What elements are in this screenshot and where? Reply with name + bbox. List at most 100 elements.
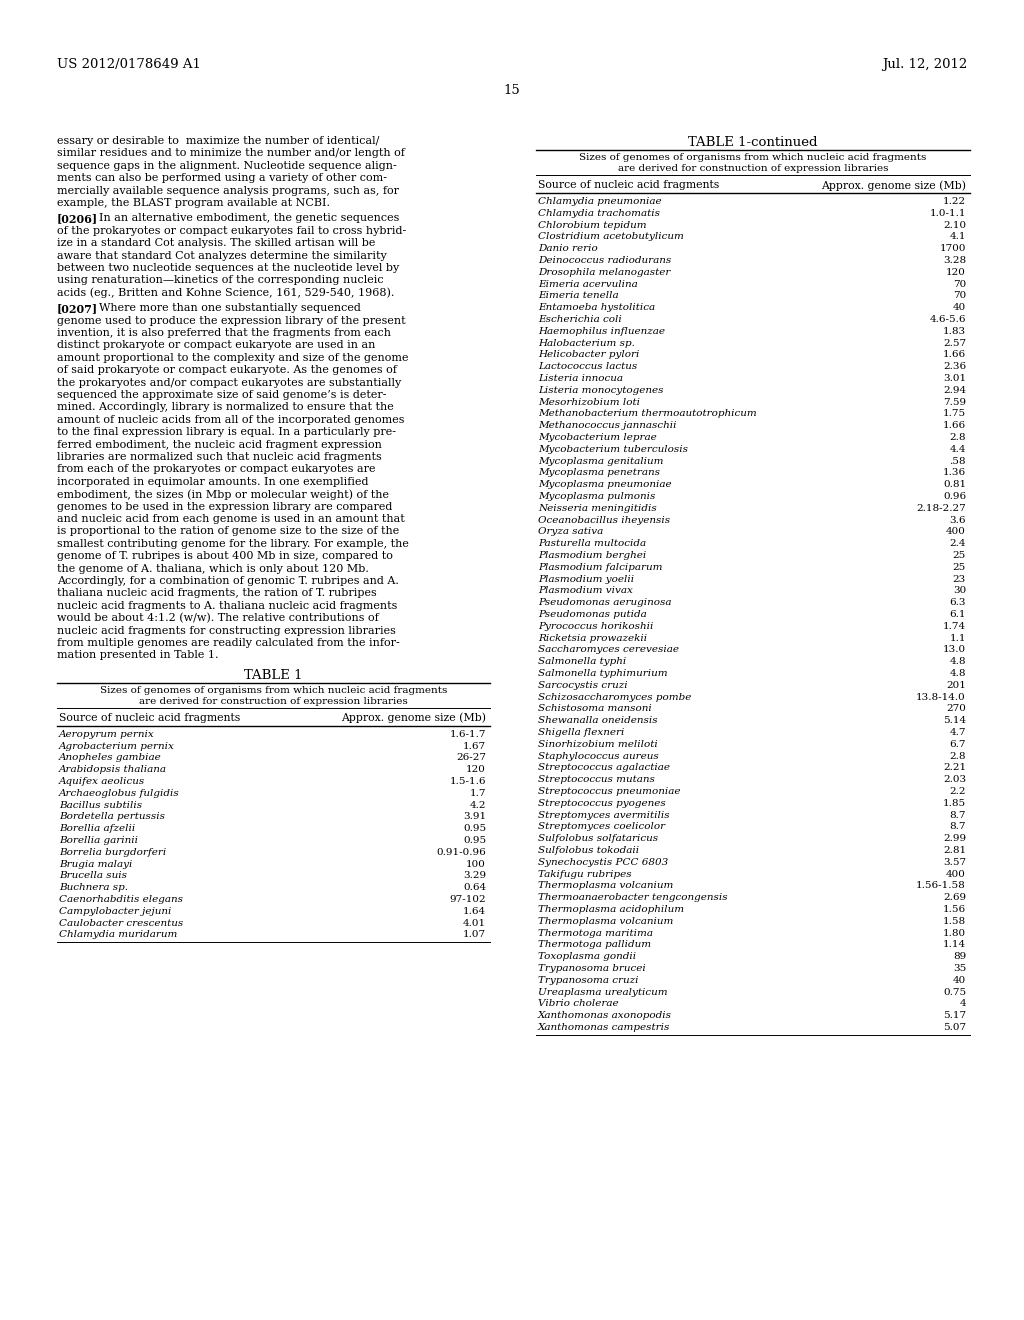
Text: Streptococcus pyogenes: Streptococcus pyogenes [538, 799, 666, 808]
Text: Thermoplasma volcanium: Thermoplasma volcanium [538, 882, 674, 891]
Text: 1.66: 1.66 [943, 350, 966, 359]
Text: Streptomyces avermitilis: Streptomyces avermitilis [538, 810, 670, 820]
Text: to the final expression library is equal. In a particularly pre-: to the final expression library is equal… [57, 428, 396, 437]
Text: 30: 30 [952, 586, 966, 595]
Text: Lactococcus lactus: Lactococcus lactus [538, 362, 637, 371]
Text: Jul. 12, 2012: Jul. 12, 2012 [882, 58, 967, 71]
Text: Oceanobacillus iheyensis: Oceanobacillus iheyensis [538, 516, 670, 524]
Text: Thermoplasma acidophilum: Thermoplasma acidophilum [538, 906, 684, 913]
Text: Streptococcus agalactiae: Streptococcus agalactiae [538, 763, 670, 772]
Text: Helicobacter pylori: Helicobacter pylori [538, 350, 639, 359]
Text: 1.67: 1.67 [463, 742, 486, 751]
Text: Approx. genome size (Mb): Approx. genome size (Mb) [821, 180, 966, 190]
Text: genome of T. rubripes is about 400 Mb in size, compared to: genome of T. rubripes is about 400 Mb in… [57, 552, 393, 561]
Text: Source of nucleic acid fragments: Source of nucleic acid fragments [59, 713, 241, 723]
Text: mercially available sequence analysis programs, such as, for: mercially available sequence analysis pr… [57, 186, 399, 195]
Text: between two nucleotide sequences at the nucleotide level by: between two nucleotide sequences at the … [57, 263, 399, 273]
Text: Streptococcus pneumoniae: Streptococcus pneumoniae [538, 787, 681, 796]
Text: Sarcocystis cruzi: Sarcocystis cruzi [538, 681, 628, 690]
Text: Mycoplasma genitalium: Mycoplasma genitalium [538, 457, 664, 466]
Text: 13.0: 13.0 [943, 645, 966, 655]
Text: 0.81: 0.81 [943, 480, 966, 490]
Text: 2.69: 2.69 [943, 894, 966, 902]
Text: the prokaryotes and/or compact eukaryotes are substantially: the prokaryotes and/or compact eukaryote… [57, 378, 401, 388]
Text: ments can also be performed using a variety of other com-: ments can also be performed using a vari… [57, 173, 387, 183]
Text: 0.64: 0.64 [463, 883, 486, 892]
Text: Pseudomonas putida: Pseudomonas putida [538, 610, 647, 619]
Text: 70: 70 [952, 292, 966, 301]
Text: Brugia malayi: Brugia malayi [59, 859, 132, 869]
Text: 2.57: 2.57 [943, 339, 966, 347]
Text: Mycoplasma penetrans: Mycoplasma penetrans [538, 469, 660, 478]
Text: 1.07: 1.07 [463, 931, 486, 940]
Text: 1.6-1.7: 1.6-1.7 [450, 730, 486, 739]
Text: mined. Accordingly, library is normalized to ensure that the: mined. Accordingly, library is normalize… [57, 403, 394, 412]
Text: 23: 23 [952, 574, 966, 583]
Text: 120: 120 [946, 268, 966, 277]
Text: smallest contributing genome for the library. For example, the: smallest contributing genome for the lib… [57, 539, 409, 549]
Text: In an alternative embodiment, the genetic sequences: In an alternative embodiment, the geneti… [99, 214, 399, 223]
Text: 1.56: 1.56 [943, 906, 966, 913]
Text: Mycoplasma pulmonis: Mycoplasma pulmonis [538, 492, 655, 502]
Text: 15: 15 [504, 84, 520, 96]
Text: 2.18-2.27: 2.18-2.27 [916, 504, 966, 512]
Text: 400: 400 [946, 528, 966, 536]
Text: Pseudomonas aeruginosa: Pseudomonas aeruginosa [538, 598, 672, 607]
Text: Trypanosoma cruzi: Trypanosoma cruzi [538, 975, 639, 985]
Text: Chlamydia muridarum: Chlamydia muridarum [59, 931, 177, 940]
Text: Salmonella typhi: Salmonella typhi [538, 657, 627, 667]
Text: Synechocystis PCC 6803: Synechocystis PCC 6803 [538, 858, 669, 867]
Text: Sinorhizobium meliloti: Sinorhizobium meliloti [538, 739, 657, 748]
Text: 2.81: 2.81 [943, 846, 966, 855]
Text: acids (eg., Britten and Kohne Science, 161, 529-540, 1968).: acids (eg., Britten and Kohne Science, 1… [57, 288, 394, 298]
Text: from multiple genomes are readily calculated from the infor-: from multiple genomes are readily calcul… [57, 638, 399, 648]
Text: nucleic acid fragments to A. thaliana nucleic acid fragments: nucleic acid fragments to A. thaliana nu… [57, 601, 397, 611]
Text: Schistosoma mansoni: Schistosoma mansoni [538, 705, 651, 713]
Text: Trypanosoma brucei: Trypanosoma brucei [538, 964, 646, 973]
Text: 4.6-5.6: 4.6-5.6 [930, 315, 966, 323]
Text: example, the BLAST program available at NCBI.: example, the BLAST program available at … [57, 198, 330, 209]
Text: 400: 400 [946, 870, 966, 879]
Text: Listeria innocua: Listeria innocua [538, 374, 623, 383]
Text: [0206]: [0206] [57, 214, 98, 224]
Text: using renaturation—kinetics of the corresponding nucleic: using renaturation—kinetics of the corre… [57, 276, 384, 285]
Text: thaliana nucleic acid fragments, the ration of T. rubripes: thaliana nucleic acid fragments, the rat… [57, 589, 377, 598]
Text: 6.3: 6.3 [949, 598, 966, 607]
Text: 4.7: 4.7 [949, 729, 966, 737]
Text: invention, it is also preferred that the fragments from each: invention, it is also preferred that the… [57, 327, 391, 338]
Text: libraries are normalized such that nucleic acid fragments: libraries are normalized such that nucle… [57, 451, 382, 462]
Text: Salmonella typhimurium: Salmonella typhimurium [538, 669, 668, 678]
Text: 270: 270 [946, 705, 966, 713]
Text: 1.74: 1.74 [943, 622, 966, 631]
Text: Chlamydia trachomatis: Chlamydia trachomatis [538, 209, 660, 218]
Text: 100: 100 [466, 859, 486, 869]
Text: Streptococcus mutans: Streptococcus mutans [538, 775, 655, 784]
Text: amount of nucleic acids from all of the incorporated genomes: amount of nucleic acids from all of the … [57, 414, 404, 425]
Text: 1.22: 1.22 [943, 197, 966, 206]
Text: of the prokaryotes or compact eukaryotes fail to cross hybrid-: of the prokaryotes or compact eukaryotes… [57, 226, 407, 236]
Text: Halobacterium sp.: Halobacterium sp. [538, 339, 635, 347]
Text: Arabidopsis thaliana: Arabidopsis thaliana [59, 766, 167, 775]
Text: 1.64: 1.64 [463, 907, 486, 916]
Text: and nucleic acid from each genome is used in an amount that: and nucleic acid from each genome is use… [57, 513, 404, 524]
Text: 6.1: 6.1 [949, 610, 966, 619]
Text: 4.01: 4.01 [463, 919, 486, 928]
Text: Archaeoglobus fulgidis: Archaeoglobus fulgidis [59, 789, 180, 797]
Text: 4.1: 4.1 [949, 232, 966, 242]
Text: 1.14: 1.14 [943, 940, 966, 949]
Text: 2.8: 2.8 [949, 433, 966, 442]
Text: Borrelia burgdorferi: Borrelia burgdorferi [59, 847, 166, 857]
Text: Anopheles gambiae: Anopheles gambiae [59, 754, 162, 763]
Text: 0.95: 0.95 [463, 836, 486, 845]
Text: Shigella flexneri: Shigella flexneri [538, 729, 625, 737]
Text: TABLE 1: TABLE 1 [245, 669, 303, 682]
Text: 2.36: 2.36 [943, 362, 966, 371]
Text: Listeria monocytogenes: Listeria monocytogenes [538, 385, 664, 395]
Text: Danio rerio: Danio rerio [538, 244, 598, 253]
Text: Borellia afzelii: Borellia afzelii [59, 824, 135, 833]
Text: 35: 35 [952, 964, 966, 973]
Text: Mycobacterium leprae: Mycobacterium leprae [538, 433, 656, 442]
Text: Xanthomonas axonopodis: Xanthomonas axonopodis [538, 1011, 672, 1020]
Text: Source of nucleic acid fragments: Source of nucleic acid fragments [538, 180, 719, 190]
Text: Eimeria tenella: Eimeria tenella [538, 292, 618, 301]
